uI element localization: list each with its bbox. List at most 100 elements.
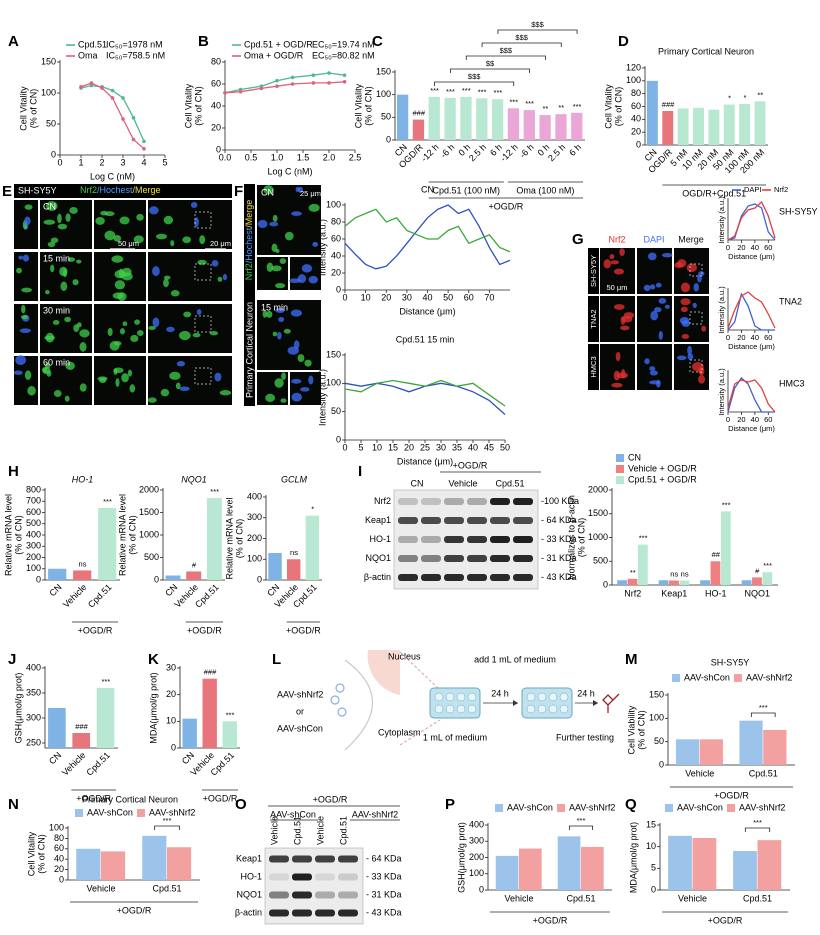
bar: [305, 515, 320, 580]
point: [121, 96, 125, 100]
panel-letter: C: [372, 33, 383, 50]
micrograph: [94, 304, 146, 353]
bar: [507, 108, 520, 140]
bar: [222, 721, 237, 748]
y-tick-label: 50: [46, 118, 56, 128]
arrow-head: [513, 700, 518, 706]
stain-name: /Hochest: [244, 227, 254, 263]
y-tick-label: 80: [631, 88, 641, 98]
cell: [209, 331, 219, 336]
row-label: SH-SY5Y: [589, 255, 598, 287]
y-tick-label: 0: [651, 884, 656, 894]
cell: [72, 279, 79, 286]
legend-swatch: [75, 809, 83, 817]
construct-label: AAV-shCon: [277, 723, 323, 733]
bar: [167, 847, 192, 880]
protein-label: HO-1: [240, 871, 262, 881]
band: [421, 574, 441, 581]
group-label: +OGD/R: [286, 625, 321, 635]
chart-title: CN: [421, 184, 434, 194]
cell: [59, 266, 68, 277]
scale-label: 50 μm: [118, 239, 139, 248]
x-tick-label: 6 h: [567, 142, 583, 158]
cell: [301, 264, 313, 273]
x-tick-label: 50: [500, 442, 510, 452]
significance: #: [192, 560, 197, 569]
cell: [18, 255, 24, 260]
cell: [169, 371, 181, 380]
well: [456, 692, 466, 702]
cell: [650, 310, 659, 321]
cell: [134, 319, 141, 325]
legend-swatch: [495, 804, 503, 812]
y-tick-label: 200: [469, 852, 484, 862]
x-tick-label: Vehicle: [60, 750, 88, 778]
x-tick-label: 20: [737, 243, 745, 252]
significance: ***: [509, 97, 518, 106]
x-tick-label: CN: [47, 582, 63, 598]
cell-outline: [344, 659, 374, 751]
zoom-box: [194, 211, 212, 229]
bar: [72, 733, 91, 748]
cell: [147, 397, 157, 403]
band: [398, 555, 418, 562]
cell: [197, 259, 207, 265]
protein-label: Keap1: [236, 853, 262, 863]
band: [338, 855, 358, 863]
cell: [698, 374, 706, 384]
size-label: - 64 KDa: [541, 515, 577, 525]
x-tick-label: 10: [361, 292, 371, 302]
cell: [192, 332, 201, 338]
cell: [265, 393, 276, 402]
chart-title: Cpd.51 15 min: [396, 334, 455, 344]
protein-label: HO-1: [369, 534, 391, 544]
cell: [65, 361, 75, 370]
group-label: +OGD/R: [78, 625, 113, 635]
cell: [643, 284, 651, 292]
band: [398, 517, 418, 524]
x-tick-label: 2: [99, 157, 104, 167]
group-label: +OGD/R: [488, 201, 523, 211]
y-tick-label: 60: [331, 233, 341, 243]
x-tick-label: CN: [47, 750, 63, 766]
cell: [291, 211, 302, 216]
legend-label: Oma + OGD/R: [244, 50, 304, 60]
diagram-label: Cytoplasm: [378, 727, 421, 737]
virus-icon: [335, 683, 345, 693]
time-label: CN: [261, 187, 274, 197]
legend-swatch: [734, 674, 742, 682]
significance: *: [743, 93, 746, 102]
panel-letter: J: [8, 651, 16, 668]
y-tick-label: 150: [649, 689, 664, 699]
band: [338, 873, 358, 881]
group-label: +OGD/R: [187, 625, 222, 635]
y-axis-label: (% of CN): [576, 518, 586, 558]
legend-label: Nrf2: [774, 185, 788, 194]
y-tick-label: 30: [166, 662, 176, 672]
band: [315, 855, 335, 863]
y-axis-label: Intensity (a.u.): [317, 369, 327, 426]
x-tick-label: Cpd.51: [193, 582, 221, 610]
y-tick-label: 2000: [588, 484, 608, 494]
cell: [43, 219, 56, 225]
line-series: [224, 81, 345, 94]
significance: ns: [681, 569, 689, 578]
y-tick-label: 120: [626, 62, 641, 72]
time-label: 30 min: [43, 305, 70, 315]
legend-label: Cpd.51 + OGD/R: [244, 39, 313, 49]
bar: [495, 855, 519, 890]
significance: ##: [712, 550, 721, 559]
diagram-label: 24 h: [577, 688, 595, 698]
cell: [214, 372, 222, 382]
y-axis-label: GSH(μmol/g prot): [456, 822, 466, 893]
cell: [656, 379, 661, 388]
band: [490, 498, 510, 505]
panel-letter: A: [8, 33, 19, 50]
y-tick-label: 400: [469, 819, 484, 829]
band: [421, 555, 441, 562]
cell: [13, 370, 23, 375]
cell: [166, 326, 175, 333]
y-axis-label: Cell Viability: [626, 705, 636, 754]
cell: [278, 317, 285, 323]
y-tick-label: 400: [26, 662, 41, 672]
